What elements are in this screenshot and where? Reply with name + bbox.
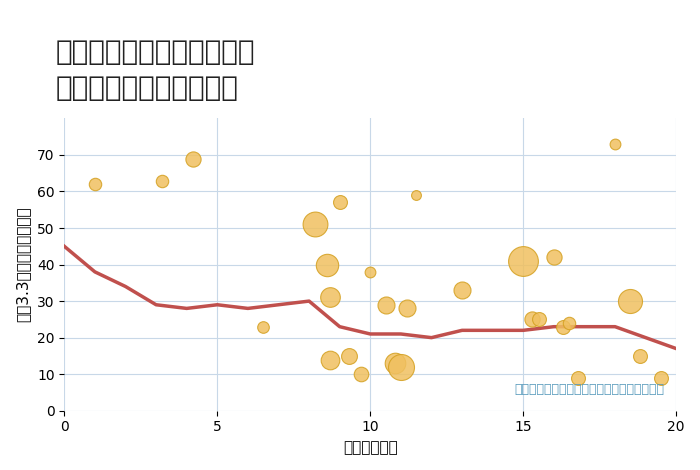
- Point: [343, 352, 354, 360]
- Point: [325, 294, 336, 301]
- Point: [401, 305, 412, 312]
- Point: [527, 316, 538, 323]
- Point: [548, 253, 559, 261]
- Point: [634, 352, 645, 360]
- Point: [518, 257, 529, 265]
- Point: [187, 155, 198, 162]
- Point: [325, 356, 336, 363]
- Point: [90, 180, 101, 188]
- Point: [395, 363, 407, 371]
- Point: [389, 360, 400, 367]
- Point: [356, 370, 367, 378]
- Text: 円の大きさは、取引のあった物件面積を示す: 円の大きさは、取引のあった物件面積を示す: [514, 383, 664, 396]
- Point: [258, 323, 269, 330]
- Point: [564, 319, 575, 327]
- Point: [322, 261, 333, 268]
- Point: [610, 140, 621, 148]
- Point: [334, 199, 345, 206]
- Point: [456, 286, 468, 294]
- Point: [655, 374, 666, 382]
- Point: [411, 191, 422, 199]
- Text: 兵庫県豊岡市但東町小谷の
駅距離別中古戸建て価格: 兵庫県豊岡市但東町小谷の 駅距離別中古戸建て価格: [56, 38, 255, 102]
- Point: [625, 298, 636, 305]
- Point: [557, 323, 568, 330]
- X-axis label: 駅距離（分）: 駅距離（分）: [343, 440, 398, 455]
- Point: [157, 177, 168, 184]
- Point: [573, 374, 584, 382]
- Y-axis label: 坪（3.3㎡）単価（万円）: 坪（3.3㎡）単価（万円）: [15, 207, 30, 322]
- Point: [380, 301, 391, 308]
- Point: [309, 220, 321, 228]
- Point: [533, 316, 544, 323]
- Point: [365, 268, 376, 275]
